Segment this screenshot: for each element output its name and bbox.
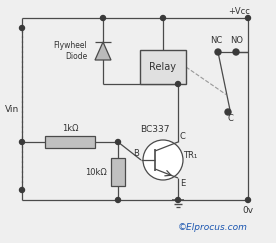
Text: NO: NO	[230, 36, 243, 45]
Text: B: B	[133, 149, 139, 158]
Text: Vin: Vin	[5, 104, 19, 113]
Bar	[111, 158, 125, 186]
Text: 10kΩ: 10kΩ	[85, 167, 107, 176]
Text: ©Elprocus.com: ©Elprocus.com	[178, 223, 248, 232]
Text: Flywheel
Diode: Flywheel Diode	[53, 41, 87, 61]
Text: C: C	[227, 114, 233, 123]
Text: Relay: Relay	[150, 62, 176, 72]
Text: 1kΩ: 1kΩ	[62, 124, 78, 133]
Bar	[140, 50, 186, 84]
Circle shape	[161, 16, 166, 20]
Bar	[45, 136, 95, 148]
Circle shape	[225, 109, 231, 115]
Text: E: E	[180, 179, 185, 188]
Text: C: C	[180, 132, 186, 141]
Circle shape	[20, 188, 25, 192]
Circle shape	[115, 198, 121, 202]
Text: NC: NC	[210, 36, 222, 45]
Text: +Vcc: +Vcc	[228, 8, 250, 17]
Circle shape	[176, 81, 181, 87]
Text: TR₁: TR₁	[183, 151, 197, 160]
Circle shape	[176, 198, 181, 202]
Circle shape	[100, 16, 105, 20]
Circle shape	[143, 140, 183, 180]
Circle shape	[215, 49, 221, 55]
Circle shape	[20, 139, 25, 145]
Text: 0v: 0v	[242, 206, 254, 215]
Polygon shape	[95, 42, 111, 60]
Circle shape	[233, 49, 239, 55]
Circle shape	[245, 198, 251, 202]
Circle shape	[20, 26, 25, 31]
Circle shape	[115, 139, 121, 145]
Text: BC337: BC337	[140, 125, 170, 134]
Circle shape	[245, 16, 251, 20]
